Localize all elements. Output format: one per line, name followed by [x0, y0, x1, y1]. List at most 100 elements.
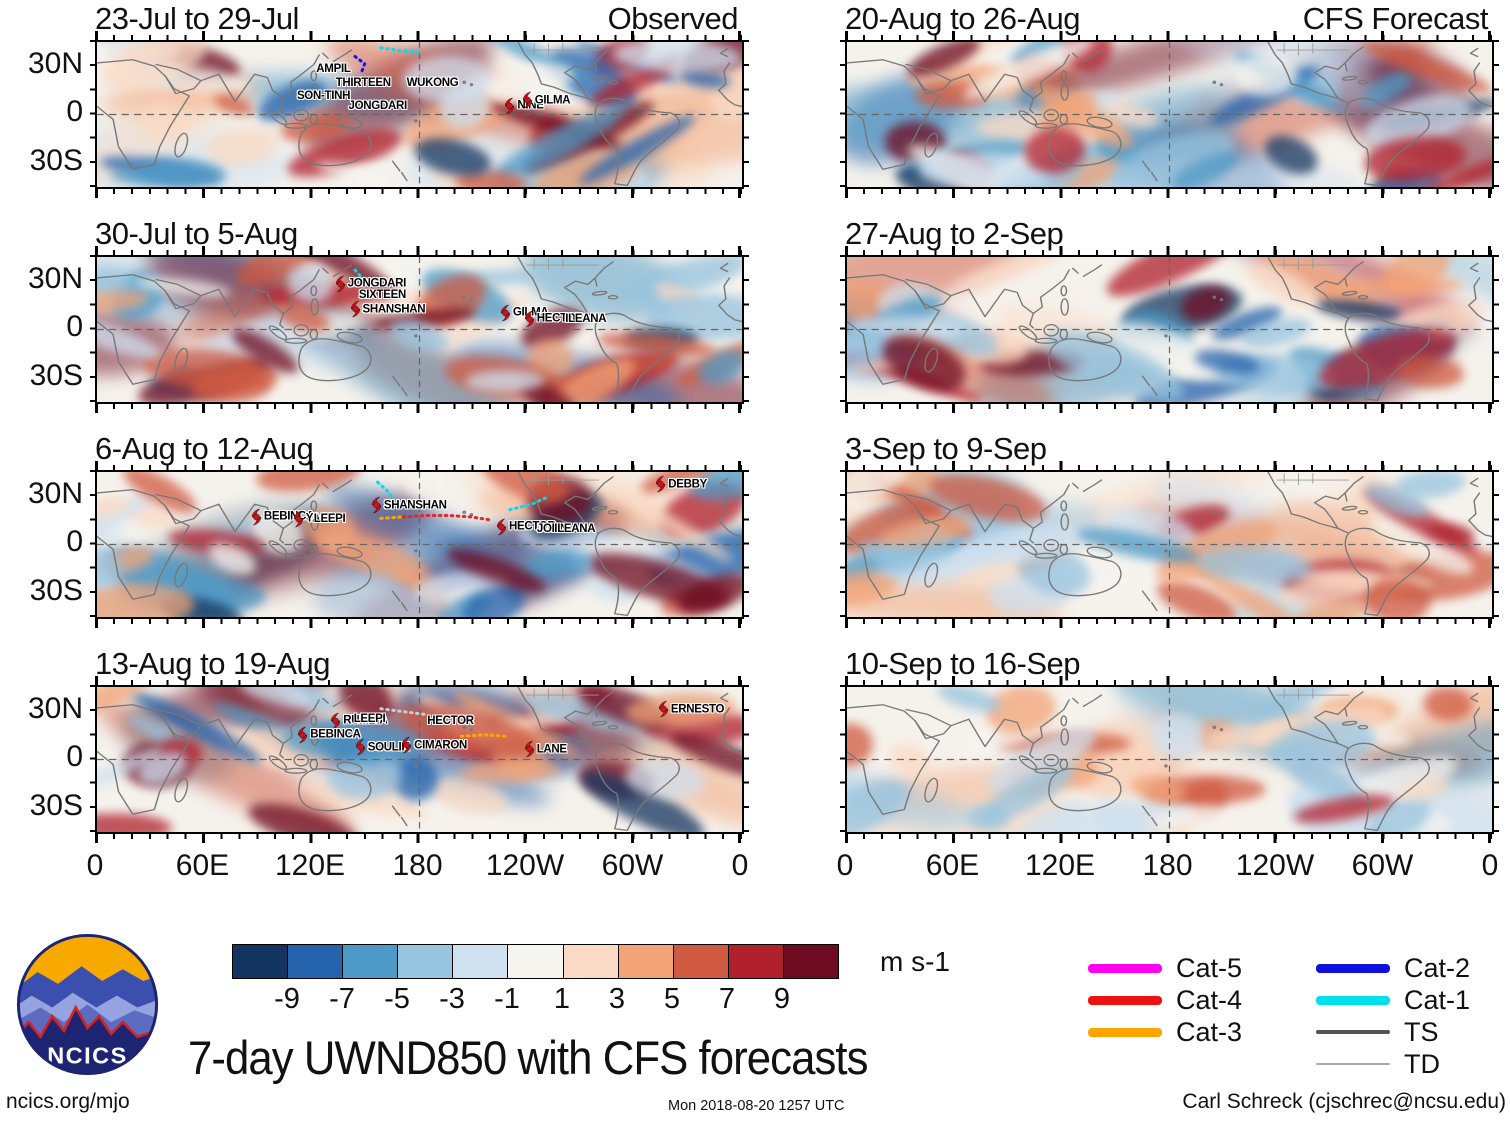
hurricane-icon: [350, 300, 360, 318]
colorbar-tick-label: -1: [494, 983, 520, 1015]
storm-label: CIMARON: [414, 739, 467, 751]
hurricane-icon: [355, 738, 365, 756]
lon-tick-label: 0: [731, 849, 749, 882]
storm-markers: BEBINCA YAGI LEEPI SHANSHAN HECTOR JOHN ILEANA…: [97, 472, 742, 617]
legend-line-swatch: [1316, 995, 1390, 1005]
colorbar-swatch: [562, 945, 618, 978]
legend-line-swatch: [1088, 995, 1162, 1005]
lon-tick-label: 60E: [925, 849, 980, 882]
colorbar-swatch: [287, 945, 343, 978]
colorbar-swatch: [727, 945, 783, 978]
colorbar-tick-label: 3: [608, 983, 626, 1015]
storm-marker: JONGDARI: [349, 100, 408, 112]
storm-marker: LEEPI: [314, 513, 346, 525]
colorbar-tick-label: -3: [439, 983, 465, 1015]
panel-title: 6-Aug to 12-Aug: [95, 431, 314, 466]
lon-tick-label: 0: [1481, 849, 1499, 882]
legend-line-swatch: [1316, 1063, 1390, 1065]
legend-label: Cat-1: [1404, 984, 1471, 1015]
colorbar-tick-label: 1: [553, 983, 571, 1015]
colorbar-ticks: -9 -7 -5 -3 -1 1 3 5 7 9: [232, 979, 837, 1015]
storm-marker: LANE: [523, 740, 567, 758]
hurricane-icon: [524, 310, 534, 328]
hurricane-icon: [505, 97, 515, 115]
storm-label: LANE: [536, 743, 567, 756]
logo-text: NCICS: [47, 1042, 128, 1068]
legend-label: Cat-5: [1176, 952, 1243, 983]
colorbar: -9 -7 -5 -3 -1 1 3 5 7 9 m s-1: [232, 944, 950, 1015]
site-url: ncics.org/mjo: [6, 1090, 130, 1113]
storm-markers: JONGDARI SIXTEEN SHANSHAN GILMA HECTOR ILEANA: [97, 257, 742, 402]
hurricane-icon: [371, 496, 381, 514]
lat-label: 30N: [27, 47, 83, 80]
legend-item: Cat-3: [1088, 1016, 1308, 1048]
lat-label: 0: [66, 95, 83, 128]
storm-label: ILEANA: [565, 312, 607, 325]
lat-label: 30N: [27, 477, 83, 510]
hurricane-icon: [658, 700, 668, 718]
panel-observed-week2: 30-Jul to 5-Aug 30N 0 30S JONGDARI SIXTEE…: [28, 216, 749, 413]
storm-markers: [847, 687, 1492, 832]
hurricane-icon: [496, 518, 506, 536]
storm-markers: [847, 472, 1492, 617]
panel-source-label: CFS Forecast: [1302, 1, 1489, 36]
lat-label: 30S: [29, 789, 83, 822]
storm-marker: GILMA: [521, 91, 571, 109]
storm-label: DEBBY: [668, 478, 708, 491]
lon-tick-label: 0: [86, 849, 104, 882]
lat-label: 0: [66, 310, 83, 343]
storm-marker: ILEANA: [554, 523, 595, 535]
legend-line-swatch: [1088, 963, 1162, 973]
lon-tick-label: 120W: [1235, 849, 1315, 882]
lon-tick-label: 120W: [485, 849, 565, 882]
colorbar-swatch: [452, 945, 508, 978]
legend-item: Cat-5: [1088, 952, 1308, 984]
anomaly-map: AMPIL THIRTEEN WUKONG SON-TINH JONGDARI NINE G…: [90, 31, 749, 198]
lon-axis-right: 0 60E 120E 180 120W 60W 0: [837, 849, 1499, 887]
panel-forecast-week2: 27-Aug to 2-Sep: [840, 216, 1499, 413]
lat-label: 30S: [29, 359, 83, 392]
anomaly-map: [840, 246, 1499, 413]
legend-item: TD: [1316, 1048, 1510, 1080]
panel-source-label: Observed: [607, 1, 739, 36]
lon-tick-label: 120E: [1024, 849, 1096, 882]
legend-label: TD: [1404, 1048, 1440, 1079]
anomaly-map: RUMBIA LEEPI BEBINCA SOULIK CIMARON HECTOR LAN…: [90, 676, 749, 843]
hurricane-icon: [656, 475, 666, 493]
colorbar-swatch: [672, 945, 728, 978]
storm-marker: SIXTEEN: [359, 289, 406, 301]
colorbar-swatches: [232, 944, 839, 979]
anomaly-map: BEBINCA YAGI LEEPI SHANSHAN HECTOR JOHN ILEANA…: [90, 461, 749, 628]
panel-forecast-week3: 3-Sep to 9-Sep: [840, 431, 1499, 628]
colorbar-swatch: [617, 945, 673, 978]
lat-label: 30S: [29, 574, 83, 607]
lon-axis-left: 0 60E 120E 180 120W 60W 0: [87, 849, 749, 887]
hurricane-icon: [524, 740, 534, 758]
colorbar-tick-label: 5: [663, 983, 681, 1015]
lat-label: 30S: [29, 144, 83, 177]
colorbar-swatch: [342, 945, 398, 978]
anomaly-map: [840, 676, 1499, 843]
storm-label: HECTOR: [427, 714, 474, 727]
lat-label: 0: [66, 740, 83, 773]
legend-item: Cat-1: [1316, 984, 1510, 1016]
panel-observed-week1: 23-Jul to 29-Jul Observed 30N 0 30S AMPI…: [28, 1, 749, 198]
panel-title: 3-Sep to 9-Sep: [845, 431, 1047, 466]
colorbar-tick-label: -5: [384, 983, 410, 1015]
storm-marker: BEBINCA: [296, 726, 361, 744]
storm-marker: AMPIL: [316, 63, 351, 75]
storm-marker: THIRTEEN: [336, 77, 391, 89]
hurricane-icon: [251, 508, 261, 526]
storm-label: GILMA: [534, 94, 571, 106]
lon-tick-label: 60E: [175, 849, 230, 882]
legend-label: Cat-2: [1404, 952, 1471, 983]
panel-title: 30-Jul to 5-Aug: [95, 216, 298, 251]
panel-title: 20-Aug to 26-Aug: [845, 1, 1081, 36]
storm-marker: WUKONG: [407, 77, 459, 89]
colorbar-swatch: [507, 945, 563, 978]
lon-tick-label: 60W: [1351, 849, 1414, 882]
figure-title: 7-day UWND850 with CFS forecasts: [188, 1031, 868, 1084]
panel-title: 13-Aug to 19-Aug: [95, 646, 331, 681]
storm-markers: RUMBIA LEEPI BEBINCA SOULIK CIMARON HECTOR LAN…: [97, 687, 742, 832]
lon-tick-label: 60W: [601, 849, 664, 882]
